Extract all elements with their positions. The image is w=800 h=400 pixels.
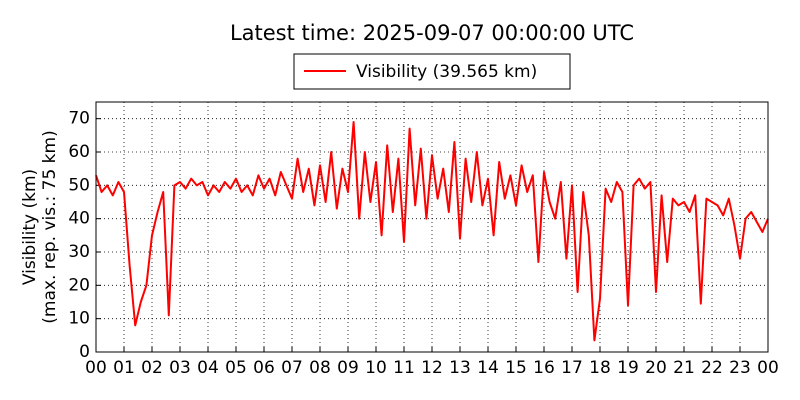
x-tick-label: 20: [645, 358, 667, 378]
x-tick-label: 09: [337, 358, 359, 378]
y-tick-label: 40: [68, 209, 90, 229]
legend-label: Visibility (39.565 km): [356, 62, 537, 82]
x-tick-label: 05: [225, 358, 247, 378]
x-tick-label: 19: [617, 358, 639, 378]
x-tick-label: 08: [309, 358, 331, 378]
y-tick-label: 60: [68, 142, 90, 162]
x-tick-label: 06: [253, 358, 275, 378]
x-tick-label: 14: [477, 358, 499, 378]
y-tick-label: 70: [68, 109, 90, 129]
data-line: [95, 121, 769, 342]
x-tick-label: 00: [757, 358, 779, 378]
x-tick-label: 21: [673, 358, 695, 378]
x-tick-label: 02: [141, 358, 163, 378]
y-tick-label: 0: [79, 342, 90, 362]
y-axis-title: Visibility (km) (max. rep. vis.: 75 km): [20, 130, 60, 323]
x-tick-label: 17: [561, 358, 583, 378]
x-tick-label: 22: [701, 358, 723, 378]
x-tick-label: 11: [393, 358, 415, 378]
y-tick-label: 10: [68, 309, 90, 329]
y-tick-label: 50: [68, 175, 90, 195]
x-tick-label: 18: [589, 358, 611, 378]
x-tick-label: 13: [449, 358, 471, 378]
x-tick-label: 00: [85, 358, 107, 378]
y-tick-label: 20: [68, 275, 90, 295]
x-tick-label: 23: [729, 358, 751, 378]
x-tick-label: 12: [421, 358, 443, 378]
y-label: (max. rep. vis.: 75 km): [40, 130, 60, 323]
plot-frame: [95, 101, 769, 353]
chart-title: Latest time: 2025-09-07 00:00:00 UTC: [230, 21, 634, 45]
y-label: Visibility (km): [20, 169, 40, 285]
x-tick-label: 10: [365, 358, 387, 378]
x-tick-label: 16: [533, 358, 555, 378]
x-tick-label: 04: [197, 358, 219, 378]
y-tick-label: 30: [68, 242, 90, 262]
x-tick-label: 07: [281, 358, 303, 378]
x-tick-label: 15: [505, 358, 527, 378]
x-tick-label: 01: [113, 358, 135, 378]
x-tick-label: 03: [169, 358, 191, 378]
